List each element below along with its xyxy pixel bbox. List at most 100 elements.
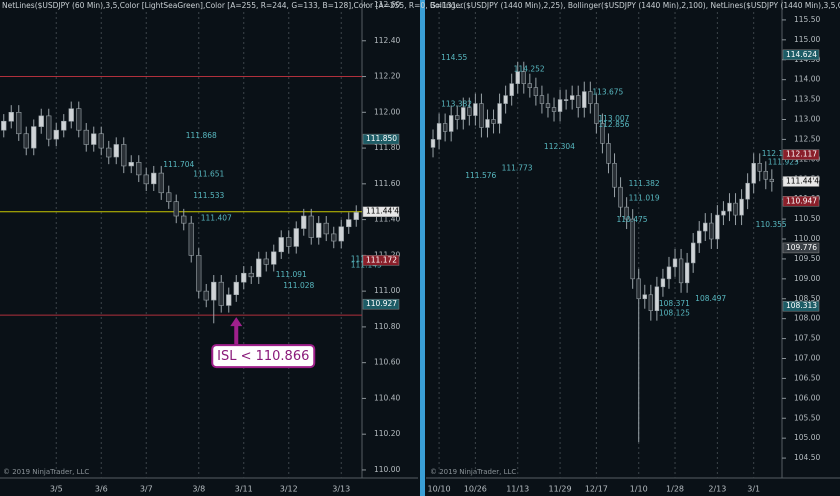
candle-body: [448, 115, 454, 132]
price-box: [782, 242, 820, 254]
candle-body: [271, 251, 277, 265]
price-box-label: 108.313: [786, 301, 817, 310]
candle-body: [316, 222, 322, 238]
price-box: [782, 149, 820, 160]
candle-body: [196, 255, 202, 292]
candle-body: [606, 143, 611, 164]
candle-body: [241, 272, 247, 283]
candle-body: [308, 215, 314, 238]
candle-body: [545, 103, 551, 108]
x-tick-label: 3/13: [332, 485, 350, 494]
y-tick-label: 109.00: [794, 274, 820, 283]
candle-body: [158, 172, 164, 194]
candle-body: [569, 95, 575, 100]
price-label: 112.304: [544, 142, 575, 151]
candle-body: [642, 294, 647, 300]
price-box: [362, 298, 400, 310]
candle-body: [83, 129, 89, 145]
x-tick-label: 3/12: [280, 485, 298, 494]
candle-body: [551, 107, 557, 112]
price-box-label: 110.927: [366, 299, 397, 308]
candle-body: [751, 163, 756, 184]
x-tick-label: 11/29: [549, 485, 572, 494]
x-tick-label: 3/11: [235, 485, 253, 494]
candle-body: [727, 202, 732, 212]
price-label: 110.475: [617, 215, 648, 224]
chart-header: NetLines($USDJPY (60 Min),3,5,Color [Lig…: [2, 1, 464, 10]
price-box: [362, 133, 400, 145]
y-tick-label: 113.50: [794, 95, 820, 104]
annotation-text: ISL < 110.866: [217, 349, 309, 364]
price-label: 112.856: [598, 120, 629, 129]
candle-body: [38, 115, 44, 127]
y-tick-label: 112.40: [374, 36, 400, 45]
copyright: © 2019 NinjaTrader, LLC: [3, 468, 89, 476]
y-tick-label: 111.40: [374, 215, 400, 224]
price-label: 114.252: [514, 65, 545, 74]
price-label: 111.923: [768, 157, 799, 166]
y-tick-label: 112.60: [374, 0, 400, 9]
candle-body: [624, 206, 629, 220]
x-tick-label: 3/6: [95, 485, 108, 494]
candle-body: [31, 126, 37, 149]
candle-body: [293, 228, 299, 247]
price-label: 113.007: [598, 114, 629, 123]
price-box-label: 114.624: [786, 50, 817, 59]
candle-body: [442, 123, 448, 132]
panel-divider: [420, 0, 425, 496]
price-label: 108.125: [659, 309, 690, 318]
candle-body: [430, 139, 436, 148]
candle-body: [672, 258, 678, 268]
candle-body: [709, 222, 714, 240]
price-box: [782, 300, 820, 312]
candle-body: [8, 112, 14, 122]
candle-body: [23, 133, 29, 149]
price-label: 111.576: [465, 171, 496, 180]
price-box-label: 109.776: [786, 243, 817, 252]
price-box-label: 112.117: [786, 150, 817, 159]
annotation-arrow: [230, 317, 243, 345]
candle-body: [582, 91, 587, 108]
y-tick-label: 104.50: [794, 453, 820, 462]
y-tick-label: 105.00: [794, 433, 820, 442]
candle-body: [181, 215, 187, 224]
candle-body: [684, 262, 690, 284]
price-label: 113.675: [592, 88, 623, 97]
y-tick-label: 110.00: [794, 234, 820, 243]
y-tick-label: 114.00: [794, 75, 820, 84]
price-label: 111.028: [283, 281, 314, 290]
candle-body: [527, 83, 533, 88]
price-label: 112.137: [762, 149, 793, 158]
y-tick-label: 106.50: [794, 373, 820, 382]
x-tick-label: 2/13: [708, 485, 726, 494]
candle-body: [769, 178, 775, 182]
y-tick-label: 106.00: [794, 393, 820, 402]
candle-body: [188, 222, 194, 256]
candle-body: [136, 162, 142, 176]
candle-body: [745, 182, 750, 200]
candle-body: [509, 83, 514, 96]
price-box: [782, 176, 820, 187]
y-tick-label: 111.00: [374, 286, 400, 295]
price-label: 111.407: [201, 213, 232, 222]
candle-body: [715, 214, 720, 240]
candle-body: [600, 123, 605, 144]
price-box-label: 111.44'4: [786, 176, 819, 185]
y-tick-label: 112.20: [374, 72, 400, 81]
y-tick-label: 113.00: [794, 115, 820, 124]
candle-body: [533, 87, 539, 96]
candle-body: [256, 258, 262, 278]
candle-body: [263, 258, 269, 265]
price-label: 111.019: [629, 193, 660, 202]
candle-body: [485, 119, 490, 128]
candle-body: [763, 170, 768, 180]
candle-body: [757, 163, 762, 172]
candle-body: [91, 133, 97, 145]
candle-body: [301, 215, 307, 229]
candle-body: [218, 281, 224, 306]
price-box: [362, 255, 400, 266]
candle-body: [491, 119, 496, 124]
candle-body: [648, 294, 654, 311]
